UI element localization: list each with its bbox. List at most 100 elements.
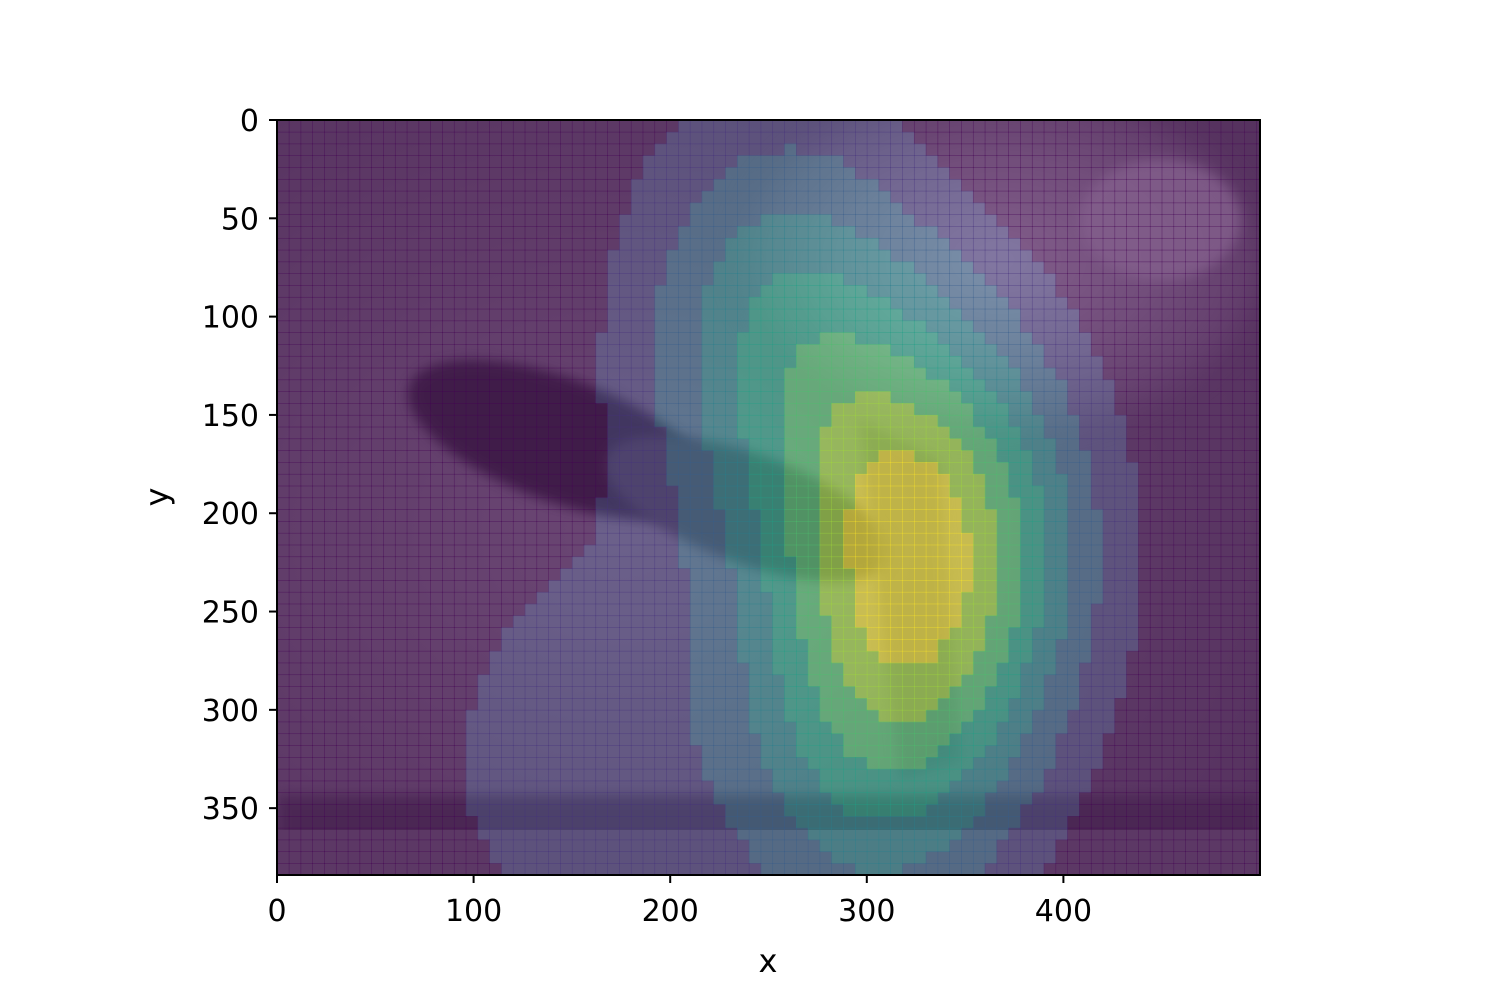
density-cell bbox=[465, 639, 479, 652]
density-cell bbox=[996, 379, 1009, 392]
density-cell bbox=[1138, 532, 1151, 546]
density-cell bbox=[1020, 627, 1033, 640]
density-cell bbox=[277, 143, 290, 156]
density-cell bbox=[654, 414, 667, 428]
density-cell bbox=[501, 143, 514, 156]
density-cell bbox=[607, 473, 620, 487]
density-cell bbox=[642, 391, 656, 404]
density-cell bbox=[713, 816, 726, 829]
density-cell bbox=[277, 627, 290, 640]
density-cell bbox=[394, 190, 408, 204]
density-cell bbox=[1090, 698, 1104, 711]
density-cell bbox=[1008, 367, 1021, 381]
density-cell bbox=[1208, 544, 1222, 558]
density-cell bbox=[843, 296, 856, 310]
density-cell bbox=[1149, 556, 1163, 569]
density-cell bbox=[359, 768, 372, 782]
density-cell bbox=[312, 367, 325, 381]
density-cell bbox=[972, 296, 986, 310]
density-cell bbox=[1138, 178, 1151, 192]
density-cell bbox=[1079, 167, 1092, 180]
density-cell bbox=[418, 698, 431, 711]
density-cell bbox=[536, 698, 549, 711]
density-cell bbox=[536, 403, 549, 416]
density-cell bbox=[1138, 521, 1151, 534]
density-cell bbox=[583, 261, 597, 274]
density-cell bbox=[1256, 237, 1260, 251]
density-cell bbox=[465, 615, 479, 628]
density-cell bbox=[1102, 568, 1116, 581]
density-cell bbox=[937, 674, 950, 687]
density-cell bbox=[1244, 686, 1257, 699]
density-cell bbox=[1208, 450, 1222, 463]
density-cell bbox=[548, 120, 561, 133]
density-cell bbox=[324, 273, 337, 286]
density-cell bbox=[489, 721, 502, 735]
density-cell bbox=[465, 521, 479, 534]
density-cell bbox=[654, 674, 667, 687]
density-cell bbox=[1197, 226, 1210, 239]
density-cell bbox=[713, 650, 726, 664]
density-cell bbox=[548, 131, 561, 145]
density-cell bbox=[996, 237, 1009, 251]
density-cell bbox=[359, 757, 372, 770]
density-cell bbox=[277, 792, 290, 805]
density-cell bbox=[666, 462, 679, 475]
density-cell bbox=[689, 391, 703, 404]
density-cell bbox=[1079, 650, 1092, 664]
density-cell bbox=[1161, 709, 1175, 723]
density-cell bbox=[595, 509, 608, 522]
density-cell bbox=[442, 320, 455, 333]
density-cell bbox=[701, 438, 715, 451]
density-cell bbox=[288, 639, 302, 652]
density-cell bbox=[1232, 780, 1245, 794]
density-cell bbox=[819, 178, 833, 192]
density-cell bbox=[843, 190, 856, 204]
density-cell bbox=[1090, 768, 1104, 782]
density-cell bbox=[1220, 733, 1234, 746]
density-cell bbox=[1043, 521, 1057, 534]
density-cell bbox=[489, 438, 502, 451]
density-cell bbox=[571, 780, 585, 794]
density-cell bbox=[524, 131, 538, 145]
density-cell bbox=[418, 473, 431, 487]
density-cell bbox=[972, 426, 986, 440]
density-cell bbox=[642, 438, 656, 451]
density-cell bbox=[406, 237, 420, 251]
density-cell bbox=[678, 332, 691, 345]
density-cell bbox=[335, 568, 349, 581]
density-cell bbox=[524, 296, 538, 310]
density-cell bbox=[571, 804, 585, 817]
density-cell bbox=[1197, 285, 1210, 298]
density-cell bbox=[784, 485, 797, 499]
density-cell bbox=[972, 414, 986, 428]
density-cell bbox=[619, 285, 632, 298]
density-cell bbox=[796, 686, 809, 699]
density-cell bbox=[1043, 780, 1057, 794]
density-cell bbox=[1138, 792, 1151, 805]
density-cell bbox=[890, 438, 903, 451]
density-cell bbox=[890, 497, 903, 510]
density-cell bbox=[1149, 568, 1163, 581]
density-cell bbox=[996, 627, 1009, 640]
density-cell bbox=[925, 780, 939, 794]
density-cell bbox=[465, 214, 479, 227]
density-cell bbox=[512, 509, 526, 522]
density-cell bbox=[666, 674, 679, 687]
density-cell bbox=[595, 532, 608, 546]
density-cell bbox=[418, 639, 431, 652]
density-cell bbox=[878, 650, 891, 664]
density-cell bbox=[453, 190, 467, 204]
density-cell bbox=[701, 780, 715, 794]
density-cell bbox=[607, 733, 620, 746]
density-cell bbox=[784, 804, 797, 817]
density-cell bbox=[678, 485, 691, 499]
density-cell bbox=[902, 509, 915, 522]
density-cell bbox=[489, 580, 502, 593]
density-cell bbox=[972, 438, 986, 451]
density-cell bbox=[619, 698, 632, 711]
density-cell bbox=[678, 816, 691, 829]
density-cell bbox=[465, 344, 479, 357]
density-cell bbox=[560, 131, 573, 145]
density-cell bbox=[666, 332, 679, 345]
